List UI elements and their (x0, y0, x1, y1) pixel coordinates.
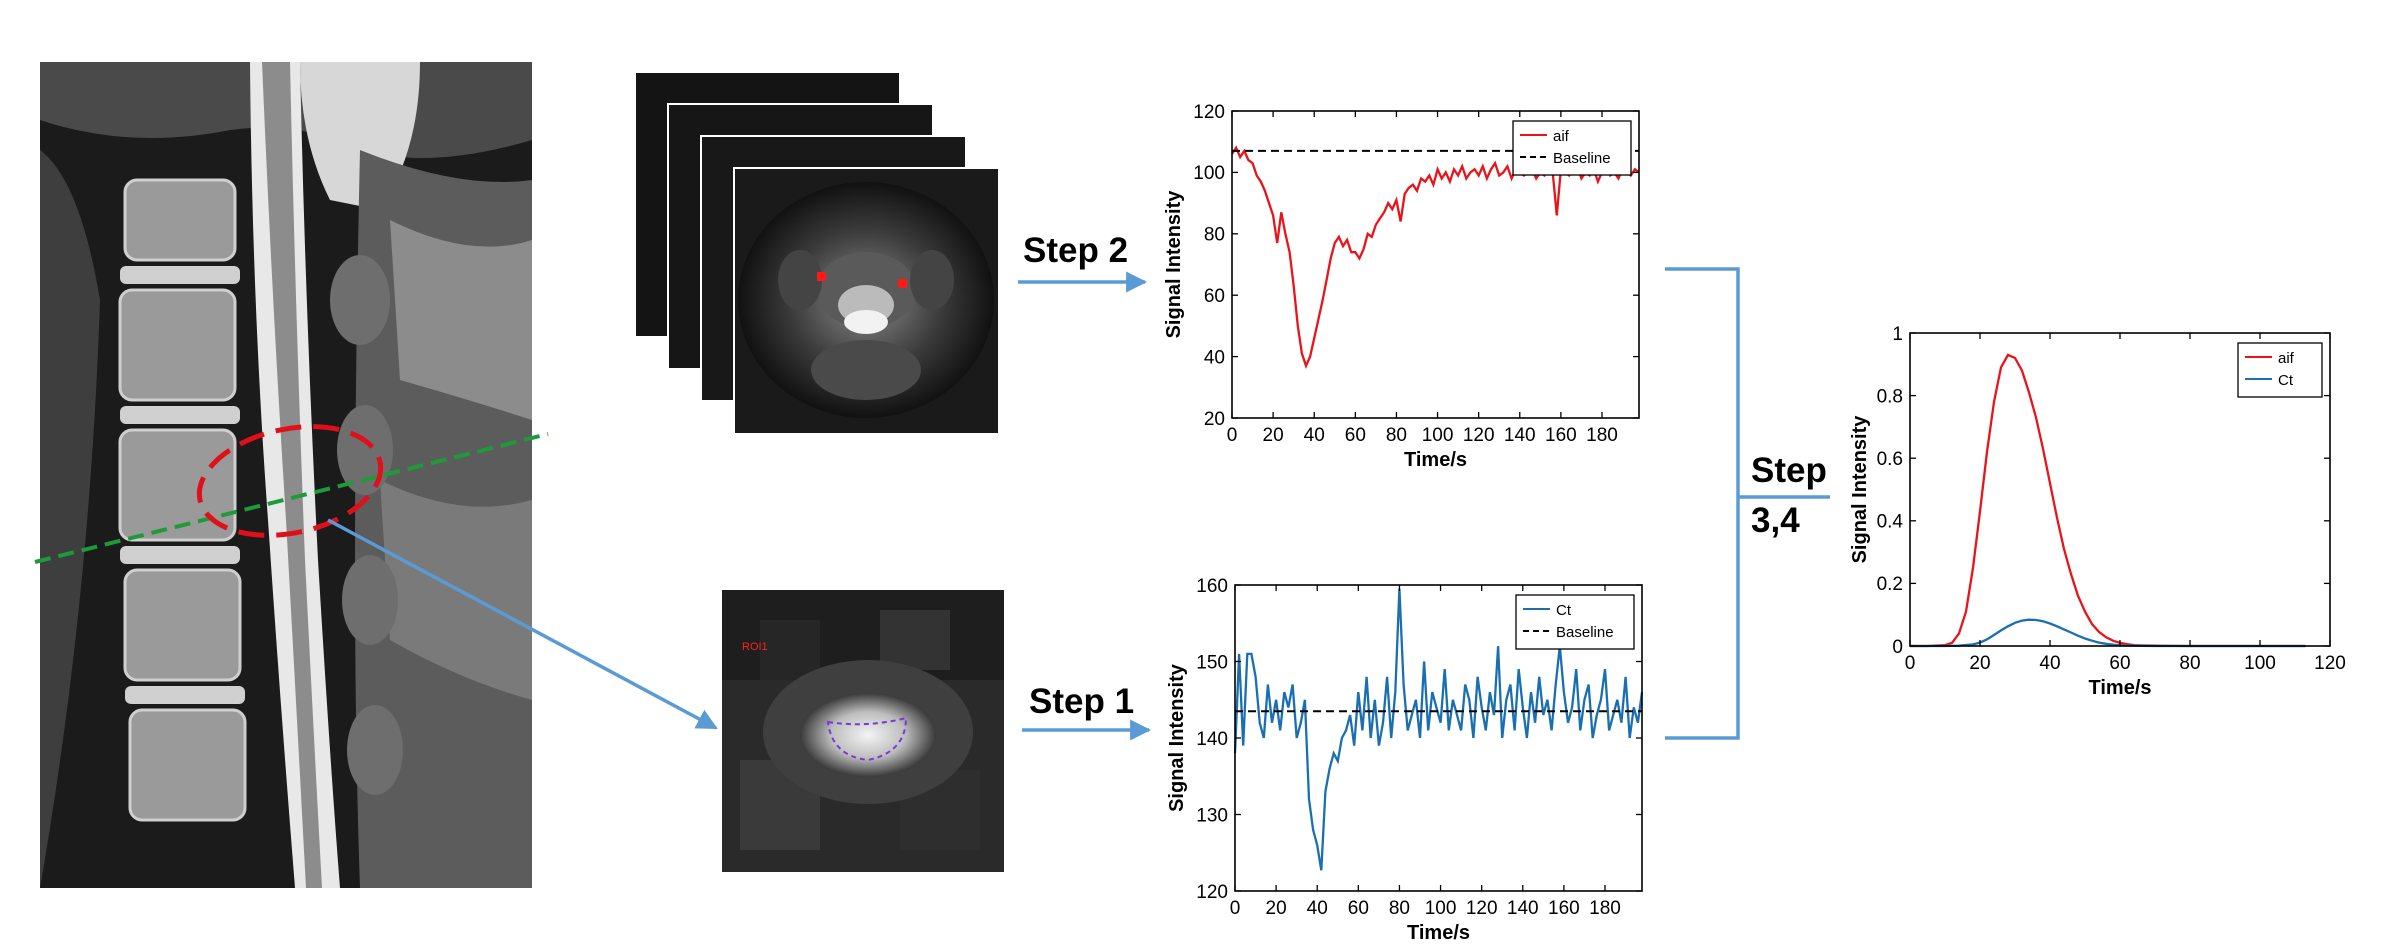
legend-label-ct: Ct (1556, 602, 1572, 619)
fit-chart: 0 20 40 60 80 100 120 0 0.2 0.4 0.6 0.8 1 Time/s Signa… (1849, 324, 2346, 699)
x-tick-label: 80 (1386, 425, 1407, 446)
zoomed-roi-image: ROI1 (722, 590, 1004, 872)
step2-label: Step 2 (1023, 231, 1128, 270)
y-tick-label: 160 (1196, 576, 1228, 597)
y-tick-label: 0.2 (1877, 574, 1903, 595)
x-tick-label: 180 (1586, 425, 1618, 446)
x-tick-label: 120 (2314, 653, 2346, 674)
zoom-arrow (327, 518, 718, 730)
legend-label-baseline: Baseline (1556, 624, 1614, 641)
y-tick-label: 0.6 (1877, 449, 1903, 470)
y-tick-label: 80 (1204, 225, 1225, 246)
x-tick-label: 160 (1548, 898, 1580, 919)
y-tick-label: 1 (1892, 324, 1903, 345)
merge-bracket (1665, 267, 1740, 740)
legend: Ct Baseline (1515, 594, 1635, 650)
y-tick-label: 40 (1204, 347, 1225, 368)
aif-roi-marker-left (817, 272, 826, 281)
sagittal-mri-image (40, 62, 532, 888)
x-tick-label: 20 (1266, 898, 1287, 919)
x-axis-label: Time/s (1404, 449, 1467, 471)
axial-image-front (738, 182, 994, 418)
x-tick-label: 60 (1348, 898, 1369, 919)
y-tick-label: 0 (1892, 637, 1903, 658)
y-tick-label: 0.4 (1877, 512, 1904, 533)
x-tick-label: 140 (1507, 898, 1539, 919)
ct-chart: 0 20 40 60 80 100 120 140 160 180 120 130 140 150 160 T… (1166, 576, 1644, 944)
x-tick-label: 20 (1969, 653, 1990, 674)
x-tick-label: 80 (2179, 653, 2200, 674)
legend-label-baseline: Baseline (1553, 150, 1611, 167)
legend-box (1512, 120, 1632, 176)
legend-box (1515, 594, 1635, 650)
x-tick-label: 80 (1389, 898, 1410, 919)
y-axis-label: Signal Intensity (1166, 663, 1188, 812)
x-tick-label: 60 (2109, 653, 2130, 674)
y-tick-label: 100 (1193, 163, 1225, 184)
legend-label-aif: aif (1553, 128, 1570, 145)
y-axis-label: Signal Intensity (1849, 415, 1871, 564)
step34-label-line1: Step (1751, 451, 1827, 490)
y-tick-label: 130 (1196, 805, 1228, 826)
roi-label: ROI1 (742, 641, 768, 653)
aif-chart: 0 20 40 60 80 100 120 140 160 18020406080100120Ti… (1163, 102, 1640, 471)
x-tick-label: 140 (1504, 425, 1536, 446)
legend: aif Baseline (1512, 120, 1632, 176)
y-tick-label: 120 (1196, 882, 1228, 903)
roi-ellipse (196, 424, 384, 538)
x-tick-label: 160 (1545, 425, 1577, 446)
x-tick-label: 120 (1466, 898, 1498, 919)
x-tick-label: 0 (1905, 653, 1916, 674)
y-axis-label: Signal Intensity (1163, 190, 1185, 339)
legend-label-aif: aif (2278, 350, 2295, 367)
axes-box (1231, 110, 1640, 419)
y-tick-label: 140 (1196, 729, 1228, 750)
step1-label: Step 1 (1029, 682, 1134, 721)
x-tick-label: 120 (1463, 425, 1495, 446)
x-tick-label: 20 (1263, 425, 1284, 446)
x-axis-label: Time/s (1407, 922, 1470, 944)
x-tick-label: 40 (1307, 898, 1328, 919)
axial-slice-line (34, 432, 549, 564)
x-tick-label: 0 (1230, 898, 1241, 919)
y-tick-label: 60 (1204, 286, 1225, 307)
x-tick-label: 0 (1227, 425, 1238, 446)
y-tick-label: 150 (1196, 652, 1228, 673)
x-tick-label: 100 (1422, 425, 1454, 446)
legend-box (2237, 342, 2323, 398)
y-tick-label: 120 (1193, 102, 1225, 123)
legend-label-ct: Ct (2278, 372, 2294, 389)
x-tick-label: 60 (1345, 425, 1366, 446)
x-tick-label: 40 (1304, 425, 1325, 446)
x-tick-label: 40 (2039, 653, 2060, 674)
roi-contour (826, 716, 908, 762)
step34-label-line2: 3,4 (1751, 501, 1800, 540)
x-tick-label: 100 (1425, 898, 1457, 919)
legend: aif Ct (2237, 342, 2323, 398)
axial-image-stack (634, 71, 1000, 435)
aif-roi-marker-right (898, 279, 907, 288)
y-tick-label: 0.8 (1877, 386, 1903, 407)
x-tick-label: 100 (2244, 653, 2276, 674)
x-axis-label: Time/s (2089, 677, 2152, 699)
y-tick-label: 20 (1204, 409, 1225, 430)
x-tick-label: 180 (1589, 898, 1621, 919)
